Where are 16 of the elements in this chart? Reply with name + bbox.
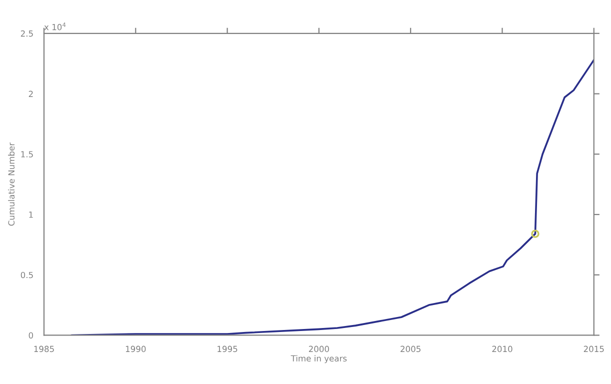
- x-tick-label: 1990: [126, 346, 146, 352]
- text: x 10$^{4}$: [44, 22, 66, 30]
- x-tick-label: 1985: [34, 346, 54, 352]
- y-tick-label: 2.5: [20, 30, 33, 37]
- x-tick-label: 2010: [492, 346, 512, 352]
- y-tick-label: 0.5: [20, 272, 33, 278]
- y-tick-label: 1: [29, 212, 33, 218]
- x-tick-label: 2000: [308, 346, 329, 352]
- y-tick-label: 2: [28, 90, 33, 97]
- x-tick-label: 1995: [218, 346, 238, 352]
- x-axis-title: Time in years: [290, 355, 347, 364]
- y-tick-label: 1.5: [21, 151, 33, 158]
- y-tick-label: 0: [28, 332, 34, 339]
- x-tick-label: 2005: [400, 346, 420, 352]
- y-axis-title: Cumulative Number: [8, 142, 15, 226]
- x-tick-label: 2015: [584, 346, 604, 352]
